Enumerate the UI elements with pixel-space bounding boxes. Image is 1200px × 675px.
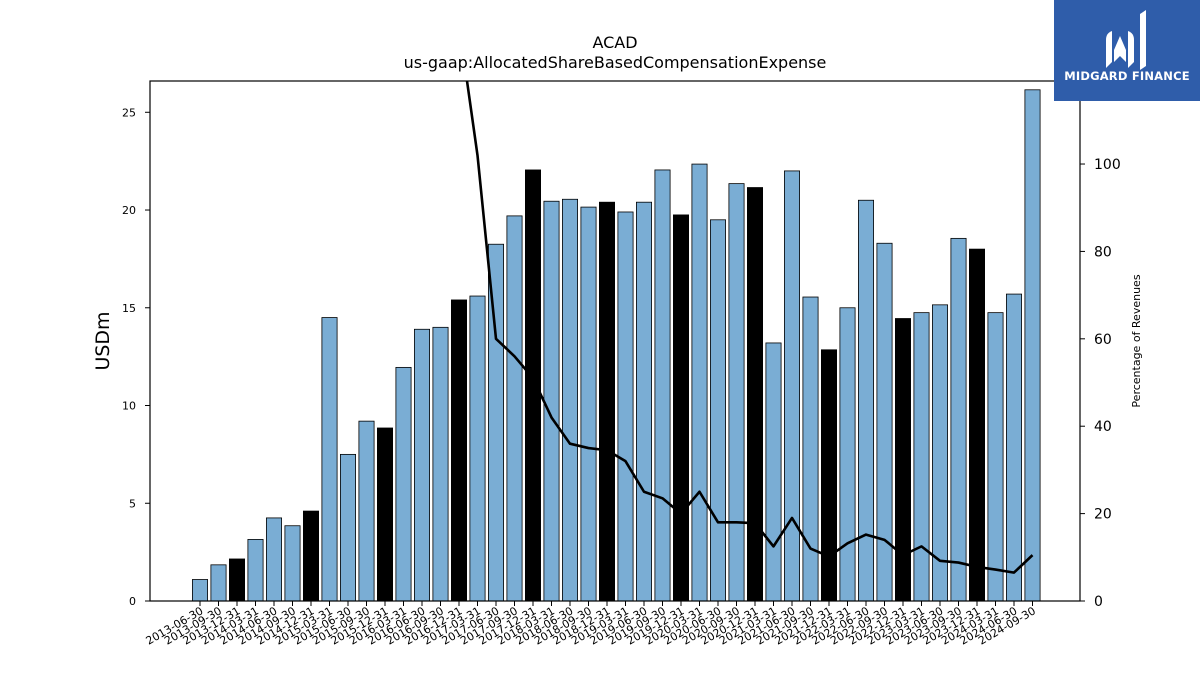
y2-tick-label: 40 [1094,419,1112,435]
y-axis-label: USDm [92,311,114,370]
bar-2023-09-30 [950,237,967,602]
bar-2014-12-31 [302,510,319,602]
bar-2024-03-31 [987,312,1004,602]
bar-2017-12-31 [525,169,542,602]
y2-tick-label: 0 [1094,594,1103,610]
line-group [465,81,1034,574]
bar-2020-03-31 [691,163,708,602]
bar-2017-09-30 [506,215,523,602]
bar-2021-12-31 [821,349,838,602]
plot-frame [149,80,1081,602]
chart-title: ACAD [592,33,637,52]
y2-tick-label: 100 [1094,157,1121,173]
bar-2019-09-30 [654,169,671,602]
bar-2019-06-30 [636,201,653,602]
bar-2013-09-30 [210,564,227,602]
bar-2022-12-31 [895,318,912,602]
y-tick-label: 25 [122,106,136,119]
bar-2013-12-31 [228,558,245,602]
bar-2021-09-30 [802,296,819,602]
bar-2024-09-30 [1024,89,1041,602]
logo-text: MIDGARD FINANCE [1064,69,1190,83]
bar-2019-03-31 [617,211,634,602]
y2-axis-label: Percentage of Revenues [1130,274,1143,407]
bar-2015-03-31 [321,317,338,602]
y-axis: 0 5 10 15 20 25 [122,106,150,608]
chart-subtitle: us-gaap:AllocatedShareBasedCompensationE… [404,53,827,72]
bar-2020-09-30 [728,183,745,602]
bar-2016-06-30 [413,328,430,602]
bar-2013-06-30 [191,579,208,602]
bar-2020-12-31 [747,187,764,602]
y2-axis: 0 20 40 60 80 100 [1080,157,1121,610]
logo-mark-icon [1106,10,1146,70]
percentage-of-revenues-line [465,81,1034,574]
bar-2020-06-30 [710,219,727,602]
bar-2023-03-31 [913,312,930,602]
bar-2014-03-31 [247,539,264,602]
bar-2018-12-31 [599,201,616,602]
bar-2024-06-30 [1006,293,1023,602]
bar-2021-03-31 [765,342,782,602]
bar-2021-06-30 [784,170,801,602]
bar-2014-06-30 [265,517,282,602]
bar-2016-09-30 [432,326,449,602]
bar-2016-12-31 [450,299,467,602]
y2-tick-label: 20 [1094,507,1112,523]
bar-2017-03-31 [469,295,486,602]
bar-2022-03-31 [839,307,856,602]
bar-2018-09-30 [580,206,597,602]
y-tick-label: 5 [129,497,136,510]
bar-2015-12-31 [376,427,393,602]
bar-2018-03-31 [543,200,560,602]
bars-group [191,89,1041,602]
y-tick-label: 10 [122,400,136,413]
y-tick-label: 0 [129,595,136,608]
midgard-finance-logo: MIDGARD FINANCE [1054,0,1200,101]
bar-2018-06-30 [562,198,579,602]
bar-2022-09-30 [876,242,893,602]
bar-2014-09-30 [284,525,301,602]
bar-2019-12-31 [673,214,690,602]
bar-2023-12-31 [969,248,986,602]
x-axis: 2013-06-302013-09-302013-12-312014-03-31… [144,601,1038,648]
bar-2015-09-30 [358,420,375,602]
bar-2015-06-30 [339,453,356,602]
y-tick-label: 15 [122,302,136,315]
y-tick-label: 20 [122,204,136,217]
y2-tick-label: 80 [1094,244,1112,260]
y2-tick-label: 60 [1094,332,1112,348]
bar-2022-06-30 [858,199,875,602]
bar-2016-03-31 [395,366,412,602]
